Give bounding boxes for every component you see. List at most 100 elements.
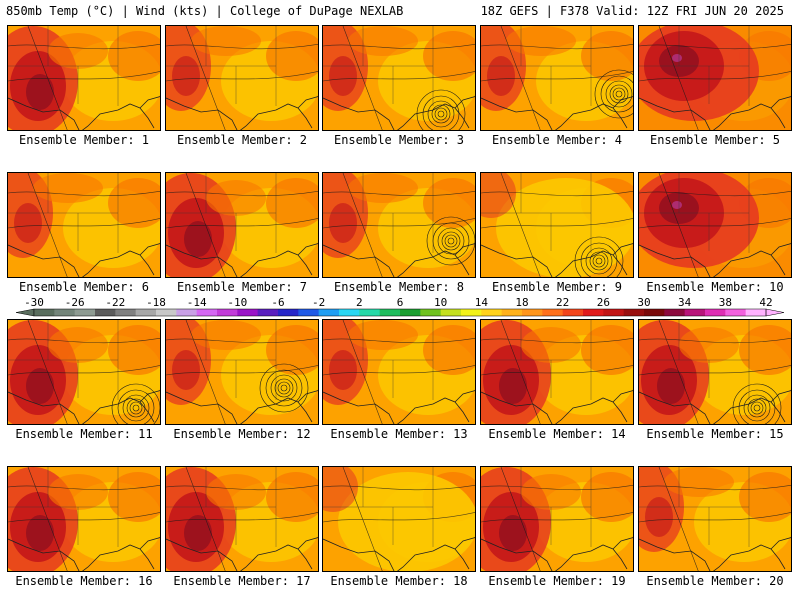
low-pressure-ring bbox=[129, 401, 143, 415]
warm-pocket bbox=[581, 472, 633, 522]
ensemble-member-label: Ensemble Member: 12 bbox=[173, 427, 311, 441]
colorbar-segment bbox=[95, 309, 116, 316]
ensemble-member-label: Ensemble Member: 9 bbox=[491, 280, 623, 294]
colorbar-tick-label: -26 bbox=[65, 296, 85, 309]
colorbar-segment bbox=[298, 309, 320, 316]
wind-contour bbox=[481, 320, 633, 424]
colorbar-arrow-left bbox=[15, 308, 35, 317]
ensemble-member-label: Ensemble Member: 2 bbox=[176, 133, 308, 147]
hot-anomaly bbox=[26, 515, 54, 551]
colorbar-tick-label: 14 bbox=[475, 296, 489, 309]
hot-anomaly bbox=[499, 368, 527, 404]
warm-pocket bbox=[581, 325, 633, 375]
ensemble-member-label: Ensemble Member: 3 bbox=[333, 133, 465, 147]
colorbar-segment bbox=[522, 309, 543, 316]
colorbar-tick-label: 2 bbox=[356, 296, 363, 309]
ensemble-member-label: Ensemble Member: 15 bbox=[646, 427, 784, 441]
low-pressure-ring bbox=[431, 104, 451, 124]
wind-contour bbox=[8, 26, 160, 130]
low-pressure-ring bbox=[612, 87, 626, 101]
low-pressure-ring bbox=[600, 75, 633, 113]
low-pressure-ring bbox=[434, 107, 448, 121]
colorbar-segment bbox=[623, 309, 645, 316]
warm-pocket bbox=[423, 31, 475, 81]
hot-anomaly bbox=[672, 201, 682, 209]
warm-pocket bbox=[423, 325, 475, 375]
coastline bbox=[8, 390, 160, 424]
coastline bbox=[8, 96, 160, 130]
hot-anomaly bbox=[657, 368, 685, 404]
ensemble-member-label: Ensemble Member: 11 bbox=[15, 427, 153, 441]
colorbar-segment bbox=[74, 309, 96, 316]
ensemble-map-panel bbox=[322, 466, 476, 572]
low-pressure-ring bbox=[580, 242, 618, 277]
coastline bbox=[8, 243, 160, 277]
colorbar-tick-label: -22 bbox=[105, 296, 125, 309]
colorbar-segment bbox=[115, 309, 137, 316]
colorbar-segment bbox=[237, 309, 259, 316]
hot-anomaly bbox=[323, 467, 358, 512]
low-pressure-ring bbox=[444, 234, 458, 248]
colorbar-tick-label: -2 bbox=[312, 296, 325, 309]
temperature-map bbox=[639, 320, 791, 424]
colorbar-tick-label: 34 bbox=[678, 296, 692, 309]
wind-contour bbox=[166, 26, 318, 130]
colorbar-segment bbox=[217, 309, 238, 316]
ensemble-map-panel bbox=[7, 172, 161, 278]
low-pressure-ring bbox=[437, 227, 465, 255]
state-borders bbox=[323, 173, 434, 253]
ensemble-member-label: Ensemble Member: 14 bbox=[488, 427, 626, 441]
ensemble-member-label: Ensemble Member: 5 bbox=[649, 133, 781, 147]
colorbar-segment bbox=[745, 309, 767, 316]
low-pressure-ring bbox=[732, 383, 782, 424]
state-borders bbox=[639, 173, 750, 253]
state-borders bbox=[8, 26, 119, 106]
warm-pocket bbox=[266, 178, 318, 228]
hot-anomaly bbox=[191, 26, 261, 56]
colorbar-segment bbox=[664, 309, 686, 316]
hot-anomaly bbox=[14, 203, 42, 243]
cool-pocket bbox=[496, 178, 633, 277]
wind-contour bbox=[323, 320, 475, 424]
state-borders bbox=[323, 320, 434, 400]
hot-anomaly bbox=[645, 497, 673, 537]
ensemble-member-label: Ensemble Member: 16 bbox=[15, 574, 153, 588]
temperature-map bbox=[323, 173, 475, 277]
hot-anomaly bbox=[329, 56, 357, 96]
colorbar-segment bbox=[420, 309, 442, 316]
low-pressure-ring bbox=[270, 374, 298, 402]
wind-contour bbox=[166, 173, 318, 277]
temperature-map bbox=[8, 320, 160, 424]
temperature-colorbar: -30 -26 -22 -18 -14 -10 -6 -2 2 6 10 14 18 22 26 30 34 38… bbox=[15, 296, 785, 317]
ensemble-member-label: Ensemble Member: 20 bbox=[646, 574, 784, 588]
low-pressure-ring bbox=[274, 378, 294, 398]
colorbar-segment bbox=[54, 309, 76, 316]
colorbar-segment bbox=[278, 309, 299, 316]
state-borders bbox=[323, 467, 434, 547]
hot-anomaly bbox=[33, 173, 103, 203]
warm-pocket bbox=[581, 31, 633, 81]
low-pressure-ring bbox=[592, 254, 606, 268]
ensemble-member-label: Ensemble Member: 4 bbox=[491, 133, 623, 147]
ensemble-member-label: Ensemble Member: 13 bbox=[330, 427, 468, 441]
temperature-map bbox=[8, 173, 160, 277]
temperature-map bbox=[323, 320, 475, 424]
colorbar-segment bbox=[705, 309, 726, 316]
ensemble-map-panel bbox=[165, 172, 319, 278]
state-borders bbox=[166, 320, 277, 400]
wind-contour bbox=[166, 467, 318, 571]
hot-anomaly bbox=[329, 350, 357, 390]
ensemble-map-panel bbox=[480, 466, 634, 572]
low-pressure-ring bbox=[437, 110, 445, 118]
ensemble-member-label: Ensemble Member: 10 bbox=[646, 280, 784, 294]
wind-contour bbox=[323, 26, 475, 130]
ensemble-map-panel bbox=[7, 25, 161, 131]
warm-pocket bbox=[266, 472, 318, 522]
temperature-map bbox=[166, 173, 318, 277]
temperature-map bbox=[8, 26, 160, 130]
ensemble-map-panel bbox=[322, 319, 476, 425]
temperature-map bbox=[639, 173, 791, 277]
colorbar-segment bbox=[318, 309, 340, 316]
low-pressure-ring bbox=[259, 363, 309, 413]
